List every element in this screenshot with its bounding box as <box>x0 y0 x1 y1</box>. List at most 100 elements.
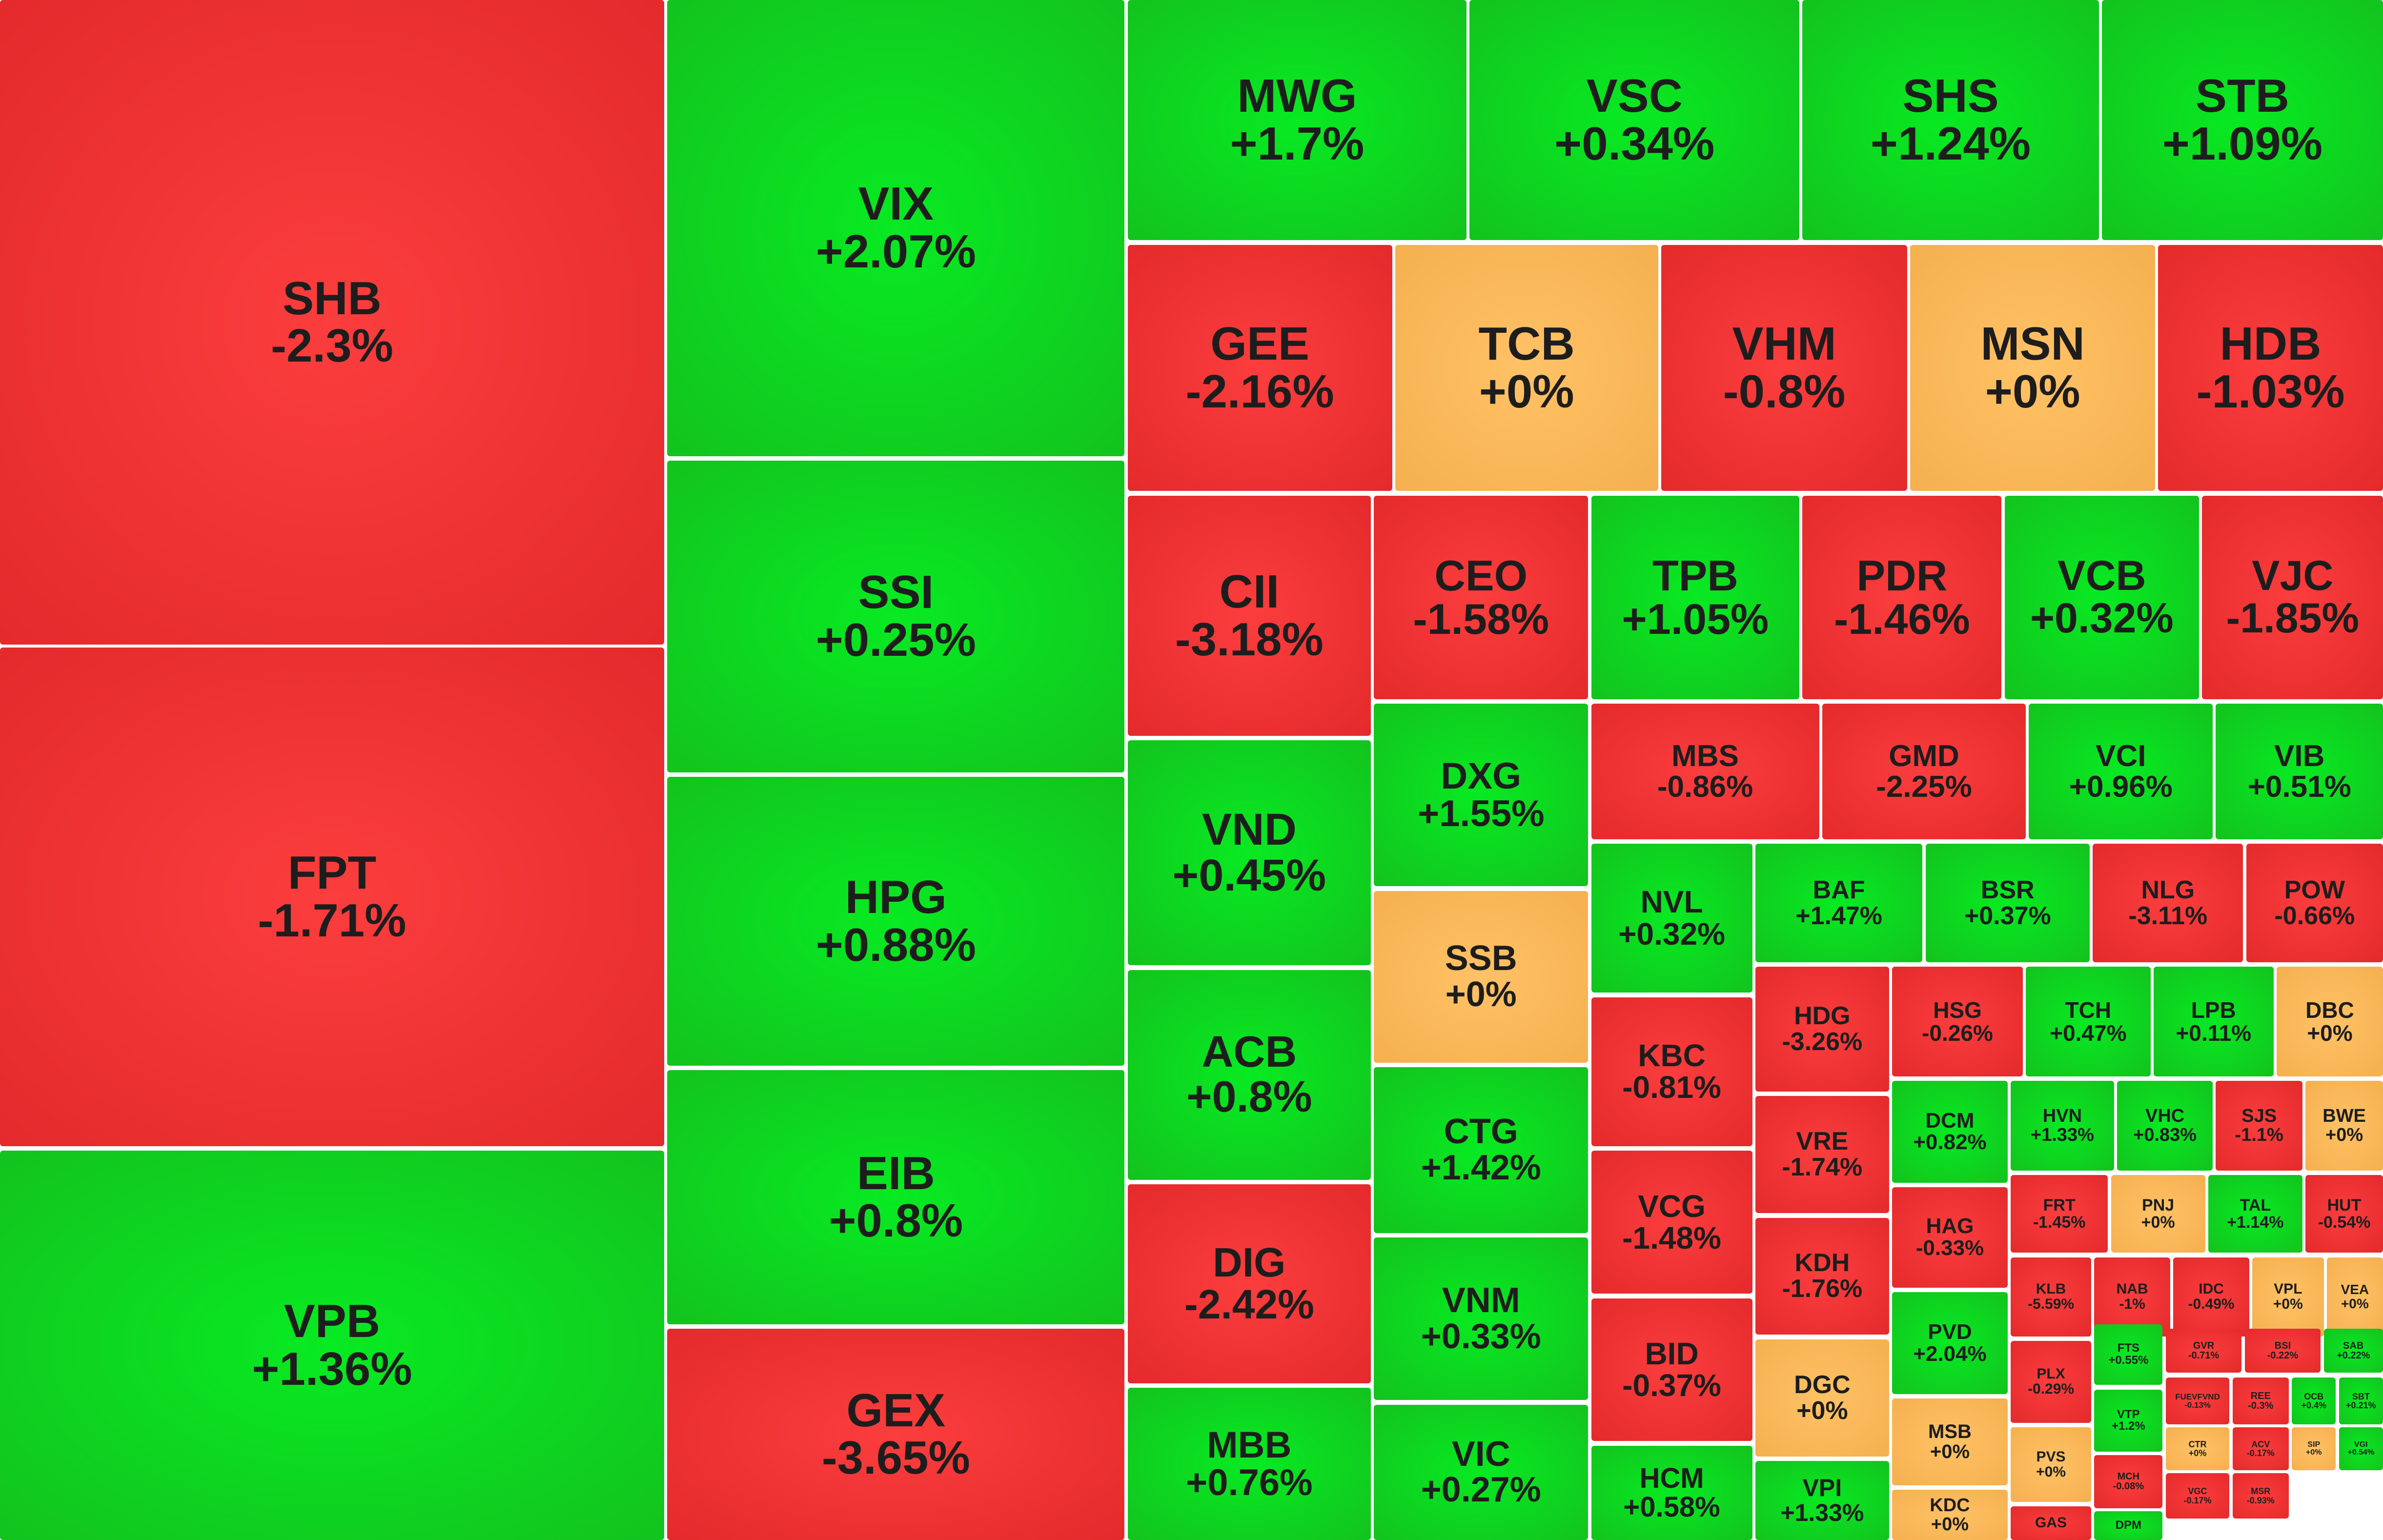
tile-gex[interactable]: GEX -3.65% <box>667 1328 1125 1540</box>
tile-bwe[interactable]: BWE +0% <box>2305 1081 2383 1171</box>
tile-hcm[interactable]: HCM +0.58% <box>1591 1445 1752 1540</box>
tile-hut[interactable]: HUT -0.54% <box>2305 1175 2383 1253</box>
tile-tch[interactable]: TCH +0.47% <box>2026 967 2151 1076</box>
tile-pnj[interactable]: PNJ +0% <box>2111 1175 2205 1253</box>
tile-sbt[interactable]: SBT +0.21% <box>2339 1377 2383 1425</box>
tile-vhc[interactable]: VHC +0.83% <box>2117 1081 2213 1171</box>
tile-hsg[interactable]: HSG -0.26% <box>1892 967 2023 1076</box>
tile-vgc[interactable]: VGC -0.17% <box>2165 1473 2230 1519</box>
tile-ocb[interactable]: OCB +0.4% <box>2292 1377 2336 1425</box>
tile-sip[interactable]: SIP +0% <box>2292 1427 2336 1470</box>
tile-ctr[interactable]: CTR +0% <box>2165 1427 2230 1470</box>
tile-change: +0.8% <box>829 1195 963 1247</box>
tile-vtp[interactable]: VTP +1.2% <box>2094 1389 2163 1452</box>
tile-tpb[interactable]: TPB +1.05% <box>1591 495 1800 700</box>
tile-hpg[interactable]: HPG +0.88% <box>667 777 1125 1066</box>
tile-bsi[interactable]: BSI -0.22% <box>2244 1328 2321 1373</box>
tile-lpb[interactable]: LPB +0.11% <box>2153 967 2274 1076</box>
tile-fuevfvnd[interactable]: FUEVFVND -0.13% <box>2165 1377 2230 1425</box>
tile-mch[interactable]: MCH -0.08% <box>2094 1455 2163 1508</box>
tile-vib[interactable]: VIB +0.51% <box>2216 704 2383 839</box>
tile-tcb[interactable]: TCB +0% <box>1395 244 1658 491</box>
tile-hag[interactable]: HAG -0.33% <box>1892 1187 2008 1288</box>
tile-ceo[interactable]: CEO -1.58% <box>1374 495 1589 700</box>
tile-mwg[interactable]: MWG +1.7% <box>1127 0 1467 241</box>
tile-dcm[interactable]: DCM +0.82% <box>1892 1081 2008 1183</box>
tile-msb[interactable]: MSB +0% <box>1892 1398 2008 1485</box>
tile-vcg[interactable]: VCG -1.48% <box>1591 1151 1752 1294</box>
tile-vgi[interactable]: VGI +0.54% <box>2339 1427 2383 1470</box>
tile-ticker: PVD <box>1928 1319 1972 1344</box>
tile-kdc[interactable]: KDC +0% <box>1892 1490 2008 1540</box>
tile-fts[interactable]: FTS +0.55% <box>2094 1324 2163 1385</box>
tile-plx[interactable]: PLX -0.29% <box>2011 1340 2092 1423</box>
tile-ree[interactable]: REE -0.3% <box>2232 1377 2289 1425</box>
tile-tal[interactable]: TAL +1.14% <box>2208 1175 2302 1253</box>
tile-kdh[interactable]: KDH -1.76% <box>1755 1217 1889 1335</box>
tile-pdr[interactable]: PDR -1.46% <box>1802 495 2002 700</box>
tile-dig[interactable]: DIG -2.42% <box>1127 1184 1371 1384</box>
tile-baf[interactable]: BAF +1.47% <box>1755 844 1923 963</box>
tile-ssi[interactable]: SSI +0.25% <box>667 460 1125 772</box>
tile-bid[interactable]: BID -0.37% <box>1591 1298 1752 1441</box>
tile-mbb[interactable]: MBB +0.76% <box>1127 1388 1371 1540</box>
tile-vix[interactable]: VIX +2.07% <box>667 0 1125 456</box>
tile-vnd[interactable]: VND +0.45% <box>1127 740 1371 966</box>
tile-pvs[interactable]: PVS +0% <box>2011 1427 2092 1502</box>
tile-vnm[interactable]: VNM +0.33% <box>1374 1237 1589 1400</box>
tile-hdb[interactable]: HDB -1.03% <box>2158 244 2383 491</box>
tile-shs[interactable]: SHS +1.24% <box>1802 0 2099 241</box>
tile-change: +0% <box>2306 1448 2322 1457</box>
tile-dbc[interactable]: DBC +0% <box>2277 967 2383 1076</box>
tile-acv[interactable]: ACV -0.17% <box>2232 1427 2289 1470</box>
tile-acb[interactable]: ACB +0.8% <box>1127 970 1371 1180</box>
tile-ssb[interactable]: SSB +0% <box>1374 891 1589 1063</box>
tile-gee[interactable]: GEE -2.16% <box>1127 244 1392 491</box>
tile-msr[interactable]: MSR -0.93% <box>2232 1473 2289 1519</box>
tile-vic[interactable]: VIC +0.27% <box>1374 1404 1589 1540</box>
tile-sjs[interactable]: SJS -1.1% <box>2216 1081 2302 1171</box>
tile-bsr[interactable]: BSR +0.37% <box>1925 844 2090 963</box>
tile-gmd[interactable]: GMD -2.25% <box>1822 704 2026 839</box>
tile-vhm[interactable]: VHM -0.8% <box>1661 244 1908 491</box>
tile-hdg[interactable]: HDG -3.26% <box>1755 967 1889 1092</box>
tile-hvn[interactable]: HVN +1.33% <box>2011 1081 2114 1171</box>
tile-dxg[interactable]: DXG +1.55% <box>1374 704 1589 887</box>
tile-msn[interactable]: MSN +0% <box>1910 244 2155 491</box>
tile-eib[interactable]: EIB +0.8% <box>667 1070 1125 1324</box>
tile-dpm[interactable]: DPM <box>2094 1511 2163 1540</box>
tile-vpi[interactable]: VPI +1.33% <box>1755 1460 1889 1540</box>
tile-nab[interactable]: NAB -1% <box>2094 1257 2170 1337</box>
tile-vci[interactable]: VCI +0.96% <box>2029 704 2213 839</box>
tile-change: +0% <box>2141 1213 2175 1232</box>
tile-change: -0.17% <box>2183 1495 2212 1505</box>
tile-ticker: FPT <box>287 847 377 899</box>
tile-kbc[interactable]: KBC -0.81% <box>1591 997 1752 1147</box>
tile-gvr[interactable]: GVR -0.71% <box>2165 1328 2242 1373</box>
tile-idc[interactable]: IDC -0.49% <box>2173 1257 2249 1337</box>
tile-vpl[interactable]: VPL +0% <box>2252 1257 2324 1337</box>
tile-fpt[interactable]: FPT -1.71% <box>0 648 664 1147</box>
tile-change: +1.2% <box>2112 1419 2145 1433</box>
tile-sab[interactable]: SAB +0.22% <box>2323 1328 2383 1373</box>
tile-vre[interactable]: VRE -1.74% <box>1755 1096 1889 1214</box>
tile-stb[interactable]: STB +1.09% <box>2101 0 2383 241</box>
tile-vpb[interactable]: VPB +1.36% <box>0 1151 664 1540</box>
tile-vjc[interactable]: VJC -1.85% <box>2202 495 2383 700</box>
tile-gas[interactable]: GAS <box>2011 1506 2092 1540</box>
tile-klb[interactable]: KLB -5.59% <box>2011 1257 2092 1337</box>
tile-dgc[interactable]: DGC +0% <box>1755 1339 1889 1457</box>
tile-pow[interactable]: POW -0.66% <box>2246 844 2383 963</box>
tile-vsc[interactable]: VSC +0.34% <box>1469 0 1800 241</box>
tile-change: +2.07% <box>815 225 976 278</box>
tile-nlg[interactable]: NLG -3.11% <box>2093 844 2243 963</box>
tile-pvd[interactable]: PVD +2.04% <box>1892 1292 2008 1394</box>
tile-cii[interactable]: CII -3.18% <box>1127 495 1371 736</box>
tile-shb[interactable]: SHB -2.3% <box>0 0 664 645</box>
tile-vea[interactable]: VEA +0% <box>2326 1257 2383 1337</box>
tile-nvl[interactable]: NVL +0.32% <box>1591 844 1752 993</box>
tile-frt[interactable]: FRT -1.45% <box>2011 1175 2108 1253</box>
tile-ctg[interactable]: CTG +1.42% <box>1374 1067 1589 1233</box>
tile-mbs[interactable]: MBS -0.86% <box>1591 704 1819 839</box>
tile-vcb[interactable]: VCB +0.32% <box>2004 495 2200 700</box>
